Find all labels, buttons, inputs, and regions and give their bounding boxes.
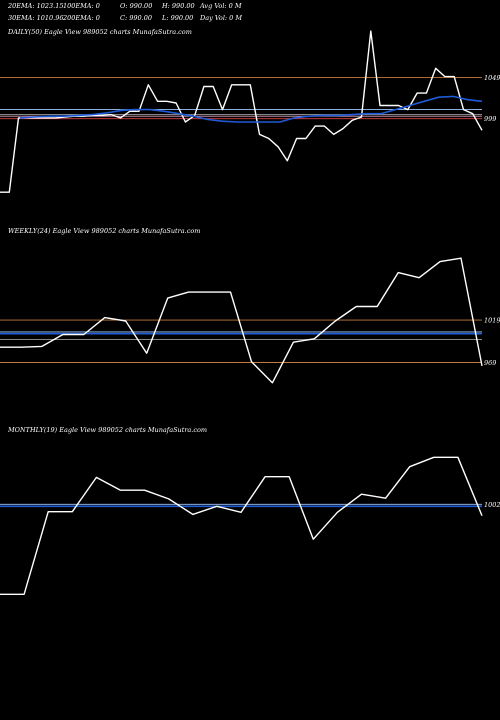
monthly-level-label-0: 1002 <box>484 501 500 509</box>
ema20-value: 20EMA: 1023.15 <box>8 2 64 10</box>
daily-chart-title: DAILY(50) Eagle View 989052 charts Munaf… <box>8 28 192 36</box>
daily-ema-line <box>19 95 483 123</box>
ema100-value: 100EMA: 0 <box>63 2 100 10</box>
ema200-value: 200EMA: 0 <box>63 14 100 22</box>
weekly-chart-title: WEEKLY(24) Eagle View 989052 charts Muna… <box>8 227 201 235</box>
weekly-level-label-1: 969 <box>484 359 496 367</box>
day-vol-value: Day Vol: 0 M <box>200 14 243 22</box>
daily-price-line <box>0 30 483 193</box>
close-value: C: 990.00 <box>120 14 152 22</box>
monthly-price-line <box>0 456 483 595</box>
weekly-price-line <box>0 257 483 384</box>
monthly-chart: 1002 <box>0 456 500 595</box>
monthly-chart-panel: MONTHLY(19) Eagle View 989052 charts Mun… <box>0 425 500 640</box>
low-value: L: 990.00 <box>162 14 194 22</box>
weekly-chart: 1019 969 <box>0 257 500 384</box>
avg-vol-value: Avg Vol: 0 M <box>200 2 242 10</box>
daily-chart-panel: DAILY(50) Eagle View 989052 charts Munaf… <box>0 27 500 217</box>
open-value: O: 990.00 <box>120 2 153 10</box>
daily-level-label-0: 1049 <box>484 74 500 82</box>
high-value: H: 990.00 <box>162 2 195 10</box>
weekly-chart-panel: WEEKLY(24) Eagle View 989052 charts Muna… <box>0 226 500 421</box>
monthly-chart-title: MONTHLY(19) Eagle View 989052 charts Mun… <box>8 426 208 434</box>
weekly-level-label-0: 1019 <box>484 317 500 325</box>
daily-chart: 1049 999 <box>0 30 500 193</box>
ema30-value: 30EMA: 1010.96 <box>8 14 64 22</box>
daily-level-label-1: 999 <box>484 115 496 123</box>
